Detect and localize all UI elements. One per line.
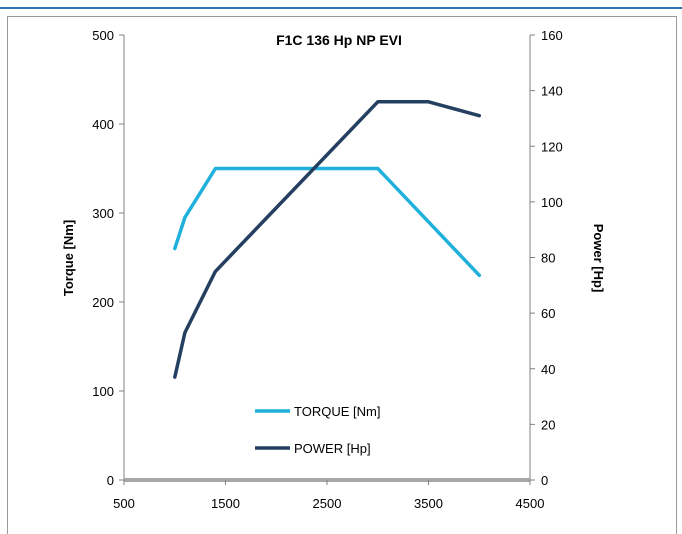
y-tick-label-right: 80 — [541, 251, 555, 266]
y-tick-label-left: 0 — [107, 473, 114, 488]
y-tick-label-left: 200 — [92, 295, 114, 310]
y-tick-label-left: 100 — [92, 384, 114, 399]
y-tick-label-right: 60 — [541, 306, 555, 321]
y-tick-label-right: 20 — [541, 417, 555, 432]
legend-label-torque: TORQUE [Nm] — [294, 404, 380, 419]
y-tick-label-left: 300 — [92, 206, 114, 221]
y-tick-label-right: 40 — [541, 362, 555, 377]
series-line-power — [173, 100, 482, 379]
legend-label-power: POWER [Hp] — [294, 441, 371, 456]
x-tick-label: 500 — [113, 496, 135, 511]
x-tick-label: 4500 — [516, 496, 545, 511]
x-tick-label: 3500 — [414, 496, 443, 511]
y-tick-label-right: 120 — [541, 139, 563, 154]
frame-left-border — [7, 16, 8, 534]
y-tick-label-right: 140 — [541, 84, 563, 99]
frame-right-border — [676, 16, 677, 534]
y-tick-label-right: 160 — [541, 28, 563, 43]
frame-top-border — [7, 16, 677, 17]
x-tick-label: 1500 — [211, 496, 240, 511]
chart-title: F1C 136 Hp NP EVI — [276, 32, 402, 48]
legend: TORQUE [Nm] POWER [Hp] — [255, 404, 380, 456]
y-tick-label-left: 500 — [92, 28, 114, 43]
y-axis-title-left: Torque [Nm] — [61, 220, 76, 296]
y-tick-label-right: 100 — [541, 195, 563, 210]
tick-labels: 0 100 200 300 400 500 0 20 40 60 80 100 120 140 160 500… — [92, 28, 562, 511]
series-lines — [173, 100, 482, 379]
y-tick-label-left: 400 — [92, 117, 114, 132]
top-rule — [0, 7, 682, 9]
y-tick-label-right: 0 — [541, 473, 548, 488]
y-axis-title-right: Power [Hp] — [591, 224, 606, 293]
x-tick-label: 2500 — [313, 496, 342, 511]
series-line-torque — [173, 166, 482, 278]
